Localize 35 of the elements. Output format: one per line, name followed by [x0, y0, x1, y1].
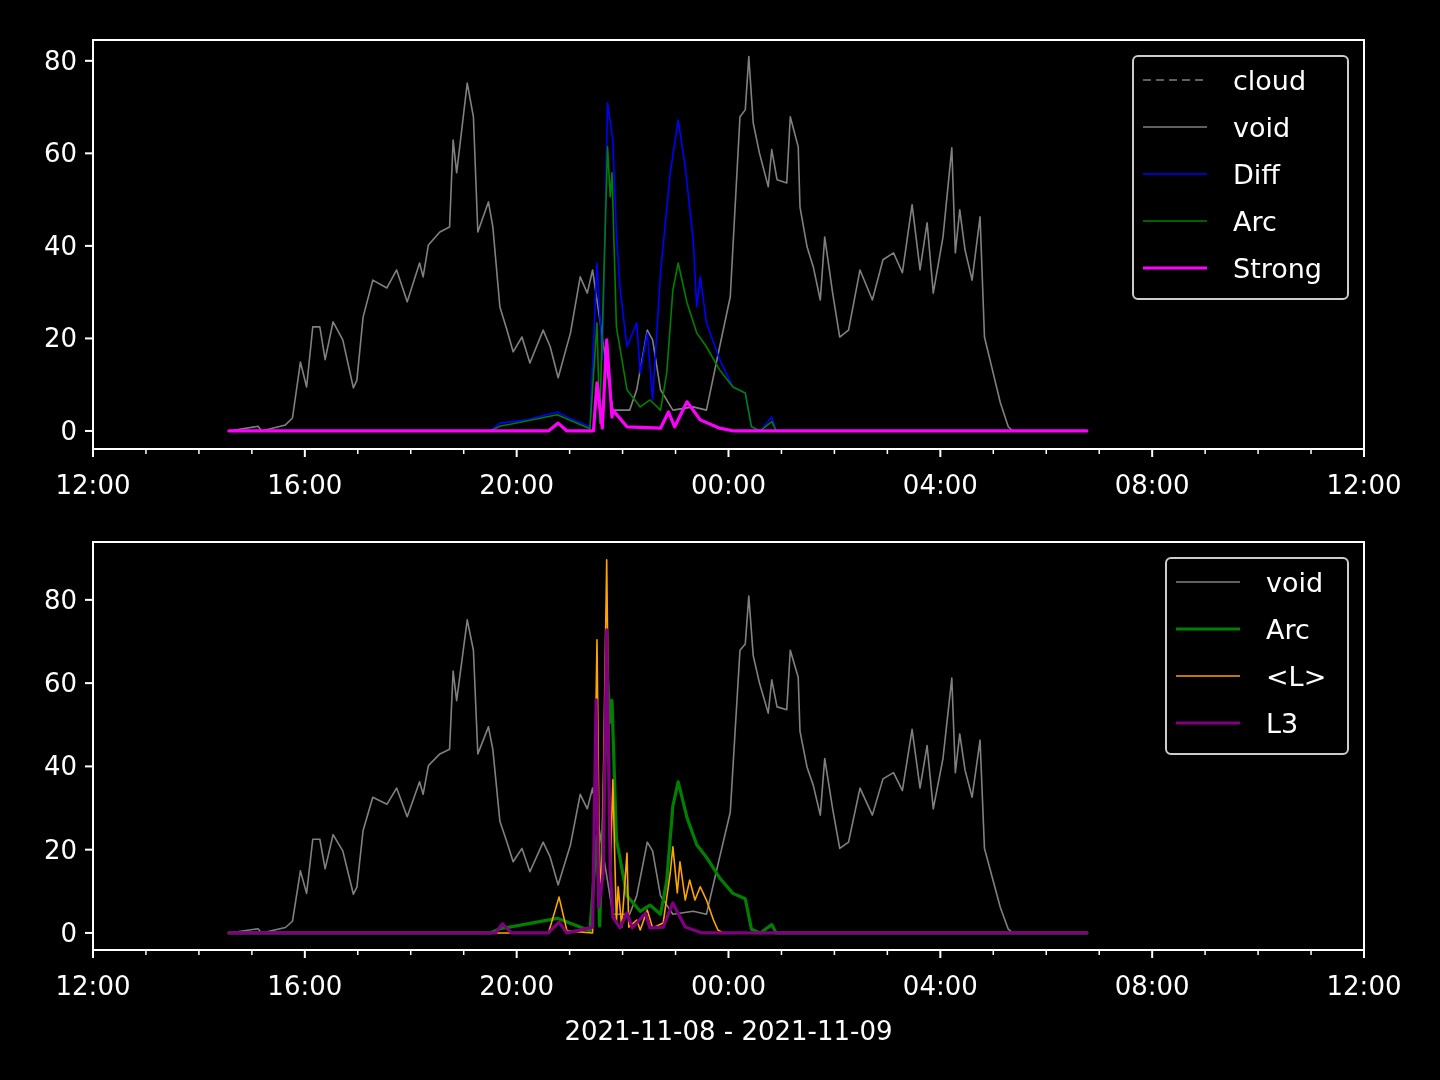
y-tick-label: 80 — [43, 45, 77, 76]
x-tick-label: 16:00 — [267, 971, 343, 1001]
y-tick-label: 60 — [43, 668, 77, 699]
legend-label: <L> — [1266, 661, 1327, 692]
legend-label: Diff — [1233, 159, 1282, 190]
legend-label: Strong — [1233, 253, 1323, 284]
x-tick-label: 12:00 — [1326, 470, 1402, 500]
x-tick-label: 08:00 — [1114, 971, 1190, 1001]
line-series — [227, 338, 1089, 433]
y-tick-label: 60 — [43, 138, 77, 169]
x-tick-label: 00:00 — [691, 470, 766, 500]
legend-label: Arc — [1266, 614, 1310, 645]
x-axis-title: 2021-11-08 - 2021-11-09 — [564, 1016, 893, 1046]
y-tick-label: 0 — [60, 917, 77, 948]
y-tick-label: 40 — [43, 230, 77, 261]
x-tick-label: 00:00 — [691, 971, 766, 1001]
x-tick-label: 12:00 — [55, 971, 131, 1001]
x-tick-label: 04:00 — [902, 971, 978, 1001]
y-tick-label: 40 — [43, 751, 77, 782]
legend-label: Arc — [1233, 206, 1277, 237]
y-tick-label: 20 — [43, 834, 77, 865]
legend-label: void — [1233, 112, 1291, 143]
x-tick-label: 20:00 — [479, 971, 555, 1001]
y-tick-label: 80 — [43, 584, 77, 615]
legend-label: void — [1266, 567, 1324, 598]
legend-label: L3 — [1266, 708, 1299, 739]
legend-label: cloud — [1233, 65, 1307, 96]
x-tick-label: 12:00 — [55, 470, 131, 500]
x-tick-label: 04:00 — [902, 470, 978, 500]
x-tick-label: 20:00 — [479, 470, 555, 500]
x-tick-label: 08:00 — [1114, 470, 1190, 500]
y-tick-label: 20 — [43, 323, 77, 354]
x-tick-label: 16:00 — [267, 470, 343, 500]
x-tick-label: 12:00 — [1326, 971, 1402, 1001]
y-tick-label: 0 — [60, 415, 77, 446]
